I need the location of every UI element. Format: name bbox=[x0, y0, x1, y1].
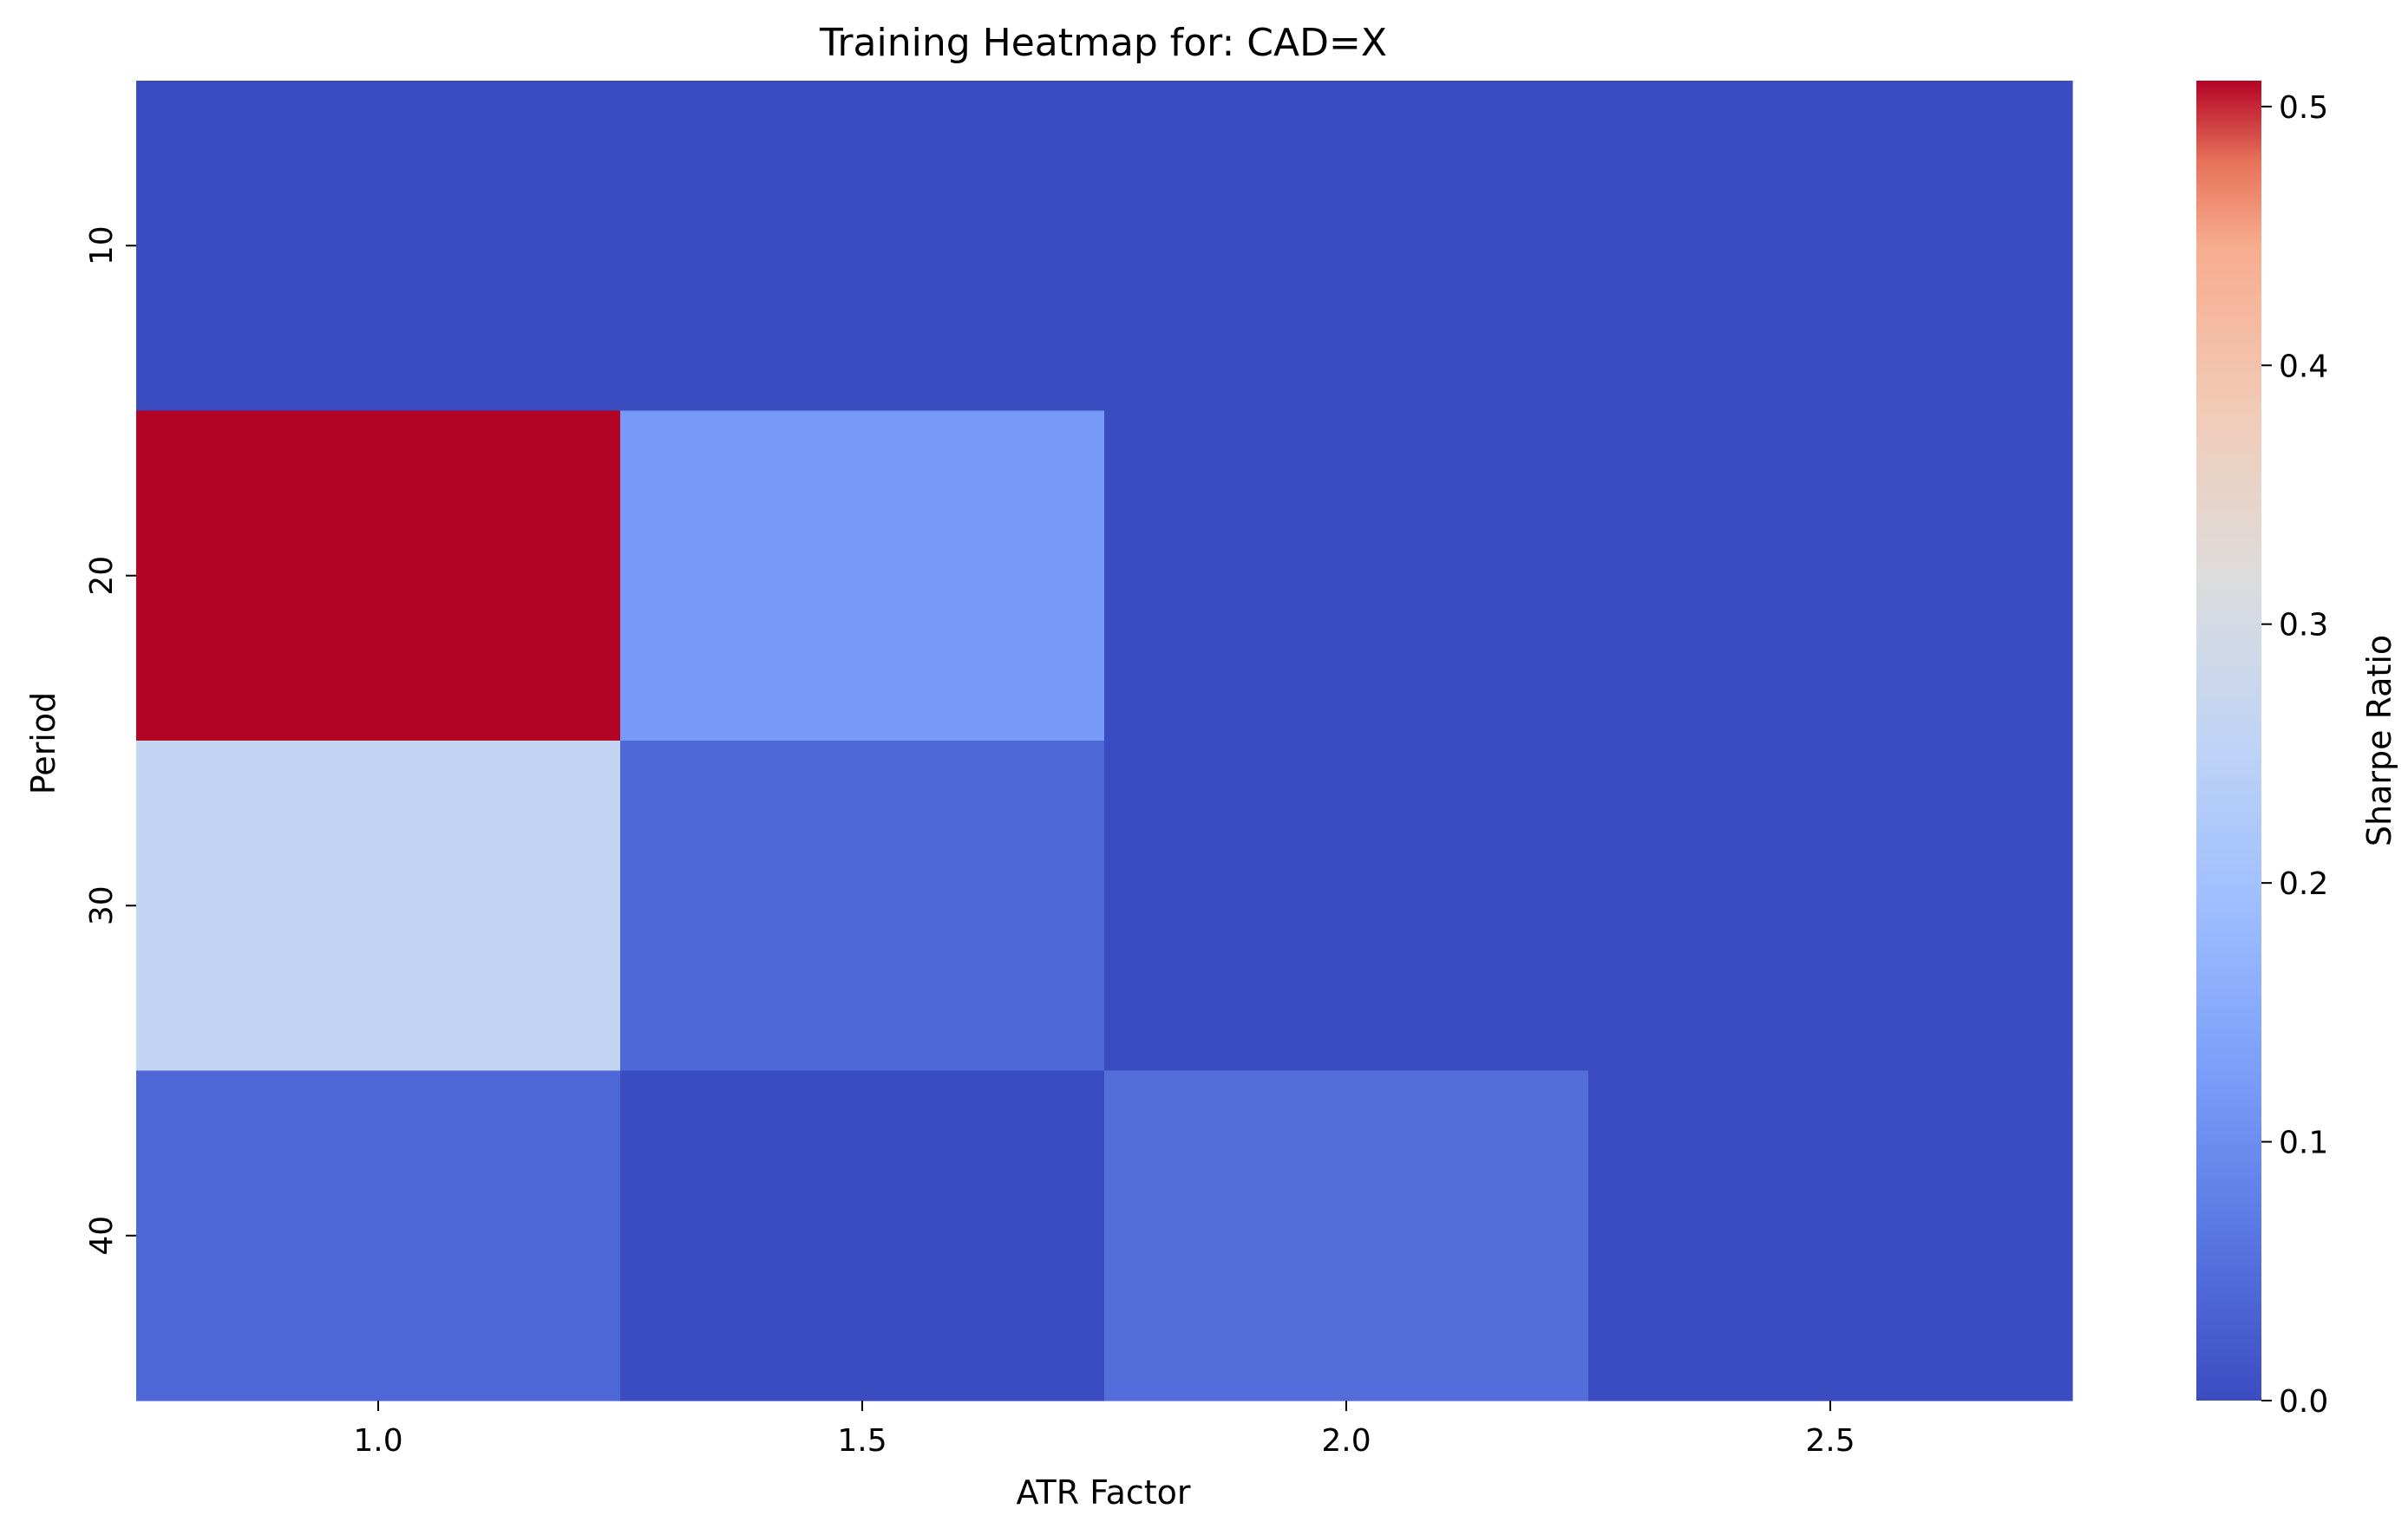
heatmap-cell bbox=[136, 741, 621, 1072]
x-tick-label: 1.0 bbox=[353, 1423, 402, 1459]
chart-title: Training Heatmap for: CAD=X bbox=[819, 21, 1387, 65]
heatmap-cell bbox=[1104, 81, 1589, 412]
heatmap-cell bbox=[1104, 741, 1589, 1072]
heatmap-cell bbox=[1104, 1070, 1589, 1401]
y-axis: 10 20 30 40 bbox=[84, 225, 136, 1256]
heatmap-cell bbox=[620, 1070, 1105, 1401]
colorbar-label: Sharpe Ratio bbox=[2360, 635, 2398, 846]
colorbar-tick-label: 0.1 bbox=[2279, 1126, 2328, 1161]
colorbar-ticks: 0.0 0.1 0.2 0.3 0.4 0.5 bbox=[2261, 90, 2328, 1420]
heatmap-cell bbox=[1588, 81, 2073, 412]
heatmap-cell bbox=[620, 81, 1105, 412]
colorbar-tick-label: 0.5 bbox=[2279, 90, 2328, 126]
y-tick-label: 40 bbox=[84, 1216, 120, 1256]
heatmap-cell bbox=[1588, 741, 2073, 1072]
heatmap-cell bbox=[136, 81, 621, 412]
x-tick-label: 2.5 bbox=[1805, 1423, 1855, 1459]
x-axis-label: ATR Factor bbox=[1016, 1473, 1190, 1512]
colorbar-tick-label: 0.3 bbox=[2279, 608, 2328, 643]
colorbar: 0.0 0.1 0.2 0.3 0.4 0.5 Sharpe Ratio bbox=[2196, 81, 2398, 1420]
y-tick-label: 20 bbox=[84, 556, 120, 596]
colorbar-gradient bbox=[2196, 81, 2261, 1401]
heatmap-cell bbox=[1588, 410, 2073, 741]
heatmap-cell bbox=[136, 410, 621, 741]
heatmap-cell bbox=[1588, 1070, 2073, 1401]
y-tick-label: 30 bbox=[84, 885, 120, 925]
heatmap-cell bbox=[620, 410, 1105, 741]
colorbar-tick-label: 0.2 bbox=[2279, 866, 2328, 902]
x-tick-label: 1.5 bbox=[837, 1423, 887, 1459]
colorbar-tick-label: 0.4 bbox=[2279, 349, 2328, 384]
heatmap-cell bbox=[136, 1070, 621, 1401]
x-axis: 1.0 1.5 2.0 2.5 bbox=[353, 1401, 1855, 1459]
x-tick-label: 2.0 bbox=[1321, 1423, 1371, 1459]
colorbar-tick-label: 0.0 bbox=[2279, 1384, 2328, 1420]
heatmap-cell bbox=[1104, 410, 1589, 741]
heatmap-cell bbox=[620, 741, 1105, 1072]
heatmap-cells bbox=[136, 81, 2073, 1401]
y-axis-label: Period bbox=[24, 692, 62, 795]
y-tick-label: 10 bbox=[84, 225, 120, 265]
